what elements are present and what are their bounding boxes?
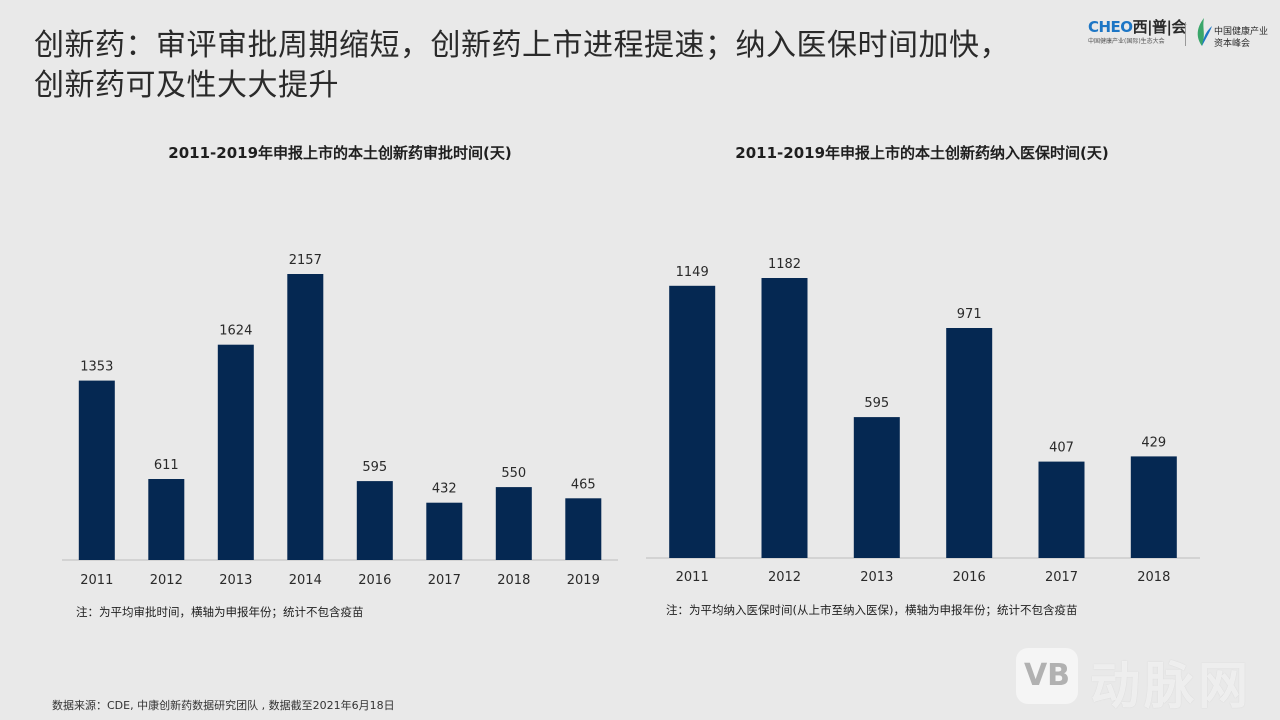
watermark: VB 动脉网 <box>1016 642 1266 715</box>
data-label-2011: 1149 <box>676 265 709 280</box>
data-label-2011: 1353 <box>80 360 113 375</box>
chart-1-note: 注：为平均审批时间，横轴为申报年份；统计不包含疫苗 <box>76 605 364 619</box>
bar-2013 <box>853 417 900 558</box>
logo-brand: CHEO西|普|会 <box>1088 16 1187 37</box>
bar-2011 <box>669 285 716 558</box>
bar-2016 <box>356 481 393 560</box>
bar-2019 <box>565 498 602 560</box>
logo-brand-latin: CHEO <box>1088 18 1133 36</box>
logo-brand-cn: 西|普|会 <box>1132 18 1187 36</box>
data-source: 数据来源：CDE, 中康创新药数据研究团队 , 数据截至2021年6月18日 <box>52 699 395 712</box>
category-label-2017: 2017 <box>1045 570 1078 585</box>
data-label-2017: 407 <box>1049 441 1074 456</box>
category-label-2018: 2018 <box>1137 570 1170 585</box>
logo-summit-line-1: 中国健康产业 <box>1214 27 1269 37</box>
watermark-badge-icon: VB <box>1016 648 1078 704</box>
data-label-2018: 429 <box>1141 435 1166 450</box>
watermark-text: 动脉网 <box>1090 657 1252 715</box>
data-label-2012: 611 <box>154 458 179 473</box>
category-label-2011: 2011 <box>80 573 113 588</box>
bar-2018 <box>495 487 532 560</box>
category-label-2013: 2013 <box>219 573 252 588</box>
data-label-2018: 550 <box>501 466 526 481</box>
category-label-2013: 2013 <box>860 570 893 585</box>
category-label-2012: 2012 <box>768 570 801 585</box>
page-title-line-2: 创新药可及性大大提升 <box>34 68 339 103</box>
category-label-2018: 2018 <box>497 573 530 588</box>
chart-2-note: 注：为平均纳入医保时间(从上市至纳入医保)，横轴为申报年份；统计不包含疫苗 <box>666 603 1078 617</box>
data-label-2019: 465 <box>571 477 596 492</box>
data-label-2012: 1182 <box>768 257 801 272</box>
bar-2014 <box>287 274 324 560</box>
bar-2012 <box>761 278 808 558</box>
category-label-2011: 2011 <box>676 570 709 585</box>
logo-subtitle: 中国健康产业(国际)生态大会 <box>1088 38 1165 45</box>
bar-2012 <box>148 479 185 560</box>
logo-divider <box>1185 22 1186 46</box>
category-label-2019: 2019 <box>567 573 600 588</box>
chart-2-title: 2011-2019年申报上市的本土创新药纳入医保时间(天) <box>735 144 1109 162</box>
chart-2-insurance-time: 1149 2011 1182 2012 595 2013 971 2016 407 2017 429… <box>646 257 1200 585</box>
bar-2018 <box>1130 456 1177 558</box>
chart-1-approval-time: 1353 2011 611 2012 1624 2013 2157 2014 595 2016 43… <box>62 253 618 588</box>
category-label-2014: 2014 <box>289 573 322 588</box>
data-label-2017: 432 <box>432 482 457 497</box>
data-label-2014: 2157 <box>289 253 322 268</box>
data-label-2013: 1624 <box>219 324 252 339</box>
bar-2017 <box>1038 461 1085 558</box>
data-label-2016: 595 <box>362 460 387 475</box>
page-title-line-1: 创新药：审评审批周期缩短，创新药上市进程提速；纳入医保时间加快， <box>34 28 1010 63</box>
bar-2017 <box>426 502 463 560</box>
bar-2011 <box>78 380 115 560</box>
data-label-2013: 595 <box>864 396 889 411</box>
logo-summit-line-2: 资本峰会 <box>1214 39 1251 49</box>
leaf-icon <box>1197 18 1212 46</box>
data-label-2016: 971 <box>957 307 982 322</box>
page-title: 创新药：审评审批周期缩短，创新药上市进程提速；纳入医保时间加快， 创新药可及性大… <box>34 26 1074 106</box>
bar-2016 <box>946 328 993 558</box>
category-label-2017: 2017 <box>428 573 461 588</box>
header-logo: CHEO西|普|会 中国健康产业(国际)生态大会 中国健康产业 资本峰会 <box>1088 12 1268 52</box>
chart-1-title: 2011-2019年申报上市的本土创新药审批时间(天) <box>168 144 512 162</box>
category-label-2012: 2012 <box>150 573 183 588</box>
category-label-2016: 2016 <box>953 570 986 585</box>
bar-2013 <box>217 344 254 560</box>
category-label-2016: 2016 <box>358 573 391 588</box>
